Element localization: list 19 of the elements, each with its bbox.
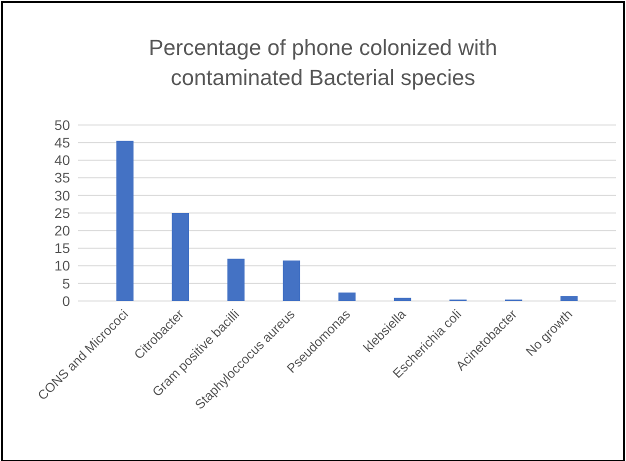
bar [116, 140, 134, 301]
bar [394, 298, 412, 301]
y-tick-label: 40 [54, 152, 70, 168]
bar [282, 260, 300, 301]
y-tick-label: 10 [54, 258, 70, 274]
y-tick-label: 30 [54, 187, 70, 204]
y-tick-label: 0 [62, 292, 70, 309]
y-tick-label: 15 [54, 240, 70, 256]
bar [172, 213, 190, 301]
y-tick-label: 50 [54, 116, 70, 133]
y-tick-label: 5 [62, 275, 70, 292]
bar [560, 296, 578, 301]
bar [227, 258, 245, 301]
y-tick-label: 25 [54, 204, 70, 221]
y-tick-label: 35 [54, 170, 70, 186]
bar [338, 292, 356, 301]
chart-title: Percentage of phone colonized with contaminated Bacterial species [148, 35, 498, 90]
y-tick-label: 45 [54, 134, 70, 150]
y-tick-label: 20 [54, 222, 70, 238]
